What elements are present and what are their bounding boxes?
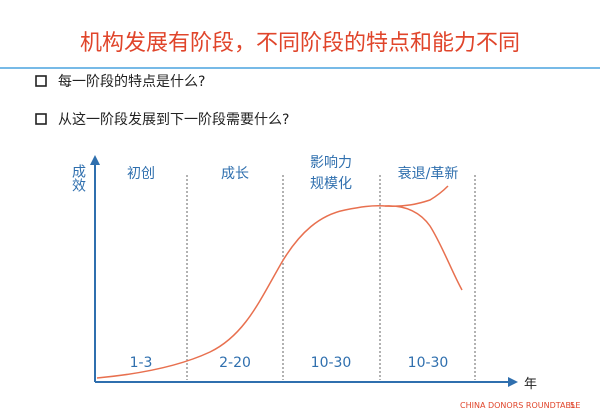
stage-label: 初创 bbox=[127, 165, 155, 182]
stage-label: 衰退/革新 bbox=[398, 165, 459, 182]
bullet-box bbox=[35, 75, 47, 87]
y-axis-label: 成效 bbox=[70, 164, 86, 192]
stage-range: 10-30 bbox=[408, 355, 449, 371]
x-axis-label: 年 bbox=[524, 377, 537, 392]
bullet: 从这一阶段发展到下一阶段需要什么? bbox=[58, 111, 289, 128]
bullet: 每一阶段的特点是什么? bbox=[58, 74, 205, 90]
growth-curve bbox=[96, 185, 449, 379]
stage-label: 影响力 bbox=[310, 155, 352, 171]
y-arrow bbox=[90, 155, 100, 165]
footer-org: CHINA DONORS ROUNDTABLE bbox=[460, 401, 580, 410]
x-arrow bbox=[508, 377, 518, 387]
stage-range: 2-20 bbox=[219, 355, 251, 371]
decline-curve bbox=[384, 205, 463, 291]
stage-range: 1-3 bbox=[130, 355, 153, 371]
slide-title: 机构发展有阶段，不同阶段的特点和能力不同 bbox=[80, 31, 520, 56]
stage-range: 10-30 bbox=[311, 355, 352, 371]
stage-label: 成长 bbox=[221, 166, 249, 182]
bullet-box bbox=[35, 113, 47, 125]
footer-page: 5 bbox=[570, 401, 575, 410]
stage-label: 规模化 bbox=[310, 176, 352, 192]
